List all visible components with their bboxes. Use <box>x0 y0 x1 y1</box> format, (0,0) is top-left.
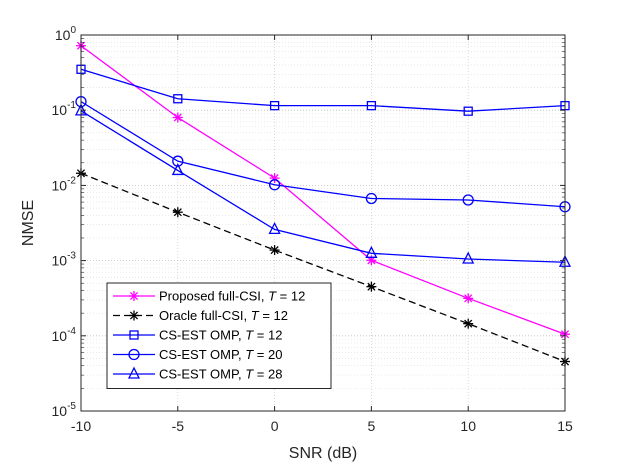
series-line <box>80 110 566 263</box>
data-point <box>268 179 281 191</box>
x-tick-label: 0 <box>271 418 279 434</box>
data-point <box>462 251 475 264</box>
series-2 <box>76 168 570 367</box>
y-axis-label: NMSE <box>20 200 37 246</box>
legend-entry: CS-EST OMP, T = 12 <box>113 328 282 343</box>
legend-marker <box>128 348 140 361</box>
legend-label: Proposed full-CSI, T = 12 <box>159 289 305 304</box>
legend-entry: CS-EST OMP, T = 20 <box>113 347 282 362</box>
data-point <box>365 192 378 205</box>
legend: Proposed full-CSI, T = 12 Oracle full-CSI… <box>106 282 332 389</box>
data-point <box>172 112 183 123</box>
series-line <box>80 68 566 112</box>
data-point <box>172 207 183 218</box>
series-1 <box>76 40 570 340</box>
legend-marker <box>129 330 139 340</box>
data-point <box>463 318 474 329</box>
legend-label: CS-EST OMP, T = 12 <box>159 328 282 343</box>
x-tick-label: -10 <box>71 418 91 434</box>
legend-label: CS-EST OMP, T = 20 <box>159 347 282 362</box>
data-point <box>173 94 183 104</box>
data-point <box>171 163 184 176</box>
y-tick-label: 10-5 <box>52 401 77 419</box>
plot-frame <box>80 34 566 412</box>
data-point <box>268 221 281 235</box>
y-tick-label: 10-1 <box>52 100 77 118</box>
x-tick-label: 15 <box>557 418 573 434</box>
legend-entry: CS-EST OMP, T = 28 <box>113 367 282 382</box>
legend-marker <box>129 310 139 321</box>
x-tick-label: -5 <box>172 418 185 434</box>
legend-marker <box>129 291 139 301</box>
y-tick-label: 100 <box>55 25 77 43</box>
data-point <box>366 100 377 111</box>
series-layer <box>74 40 572 367</box>
y-tick-label: 10-2 <box>52 175 77 193</box>
x-axis-label: SNR (dB) <box>289 445 357 462</box>
y-tick-label: 10-4 <box>52 326 77 344</box>
data-point <box>365 245 378 258</box>
data-point <box>463 293 474 304</box>
y-tick-label: 10-3 <box>52 251 77 269</box>
series-line <box>80 45 566 335</box>
x-tick-label: 10 <box>460 418 476 434</box>
legend-box <box>106 282 332 389</box>
legend-label: Oracle full-CSI, T = 12 <box>159 308 288 323</box>
series-line <box>80 101 566 208</box>
data-point <box>462 194 474 206</box>
series-line <box>80 172 566 363</box>
x-tick-label: 5 <box>368 418 376 434</box>
legend-label: CS-EST OMP, T = 28 <box>159 367 282 382</box>
data-point <box>366 281 377 292</box>
data-point <box>463 106 473 116</box>
tick-layer: -10 -5 0 5 10 15 10-5 10-4 10-3 10-2 10-1 100 <box>52 25 573 434</box>
legend-entry: Oracle full-CSI, T = 12 <box>113 308 288 323</box>
legend-entry: Proposed full-CSI, T = 12 <box>113 289 305 304</box>
data-point <box>269 100 280 111</box>
legend-marker <box>127 366 141 379</box>
data-point <box>172 155 184 167</box>
data-point <box>269 245 280 256</box>
series-5 <box>74 103 572 267</box>
